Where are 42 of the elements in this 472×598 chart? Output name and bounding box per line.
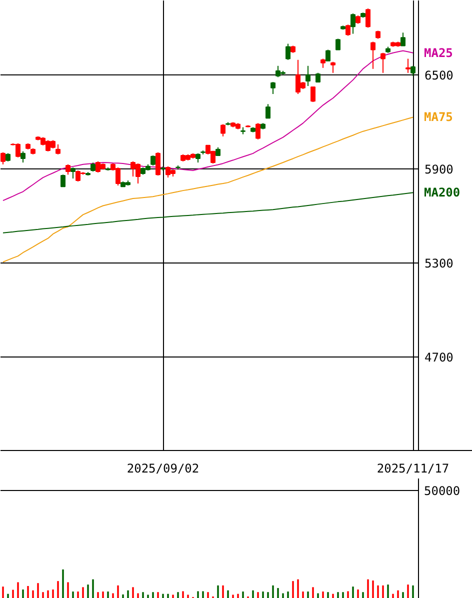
candlestick [380,52,386,74]
candlestick [60,174,66,188]
line-series [2,192,414,234]
candlestick [406,58,410,74]
candlestick [56,144,60,155]
candlestick [266,104,270,119]
candlestick [256,122,260,140]
candlestick [220,124,226,137]
candlestick [196,152,200,164]
candlestick [66,164,70,176]
line-series [2,50,414,202]
y-tick-label: 6500 [424,68,454,82]
y-tick-label: 5900 [424,162,454,176]
y-tick-label: 4700 [424,350,454,364]
candlestick [330,61,336,74]
candlestick [0,152,6,165]
candlestick [70,167,76,179]
candlestick [326,49,330,62]
candlestick [306,65,310,87]
candlestick [150,154,156,166]
candlestick [400,32,406,46]
candlestick [316,72,320,82]
candlestick [370,41,376,70]
x-tick-label: 2025/09/02 [126,462,200,476]
candlestick [366,8,370,28]
candlestick [320,58,326,68]
series-label: MA25 [424,46,453,60]
line-series [2,116,414,263]
candlestick [310,86,316,103]
candlestick [286,43,290,60]
text: 50000 [424,484,460,498]
candlestick [346,24,350,36]
candlestick [336,38,340,50]
candlestick [156,152,160,176]
y-tick-label: 5300 [424,256,454,270]
candlestick [350,13,356,34]
x-tick-label: 2025/11/17 [376,462,450,476]
series-label: MA75 [424,110,453,124]
series-label: MA200 [424,186,460,200]
candlestick [410,65,416,76]
candlestick [20,150,26,164]
candlestick [270,81,276,95]
